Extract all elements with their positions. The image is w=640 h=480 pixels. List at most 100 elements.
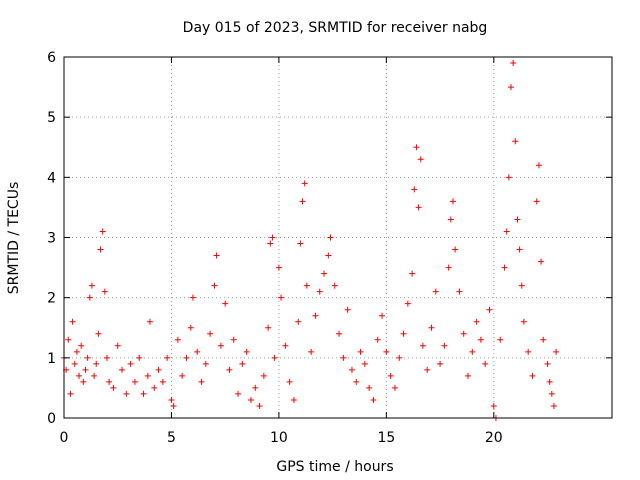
data-point (540, 336, 547, 343)
data-point (170, 402, 177, 409)
data-point (449, 198, 456, 205)
data-point (415, 204, 422, 211)
data-point (76, 372, 83, 379)
data-point (383, 348, 390, 355)
data-point (144, 372, 151, 379)
data-point (404, 300, 411, 307)
y-tick-label: 0 (47, 411, 56, 427)
data-point (179, 372, 186, 379)
data-point (437, 360, 444, 367)
data-point (544, 360, 551, 367)
data-point (65, 336, 72, 343)
data-point (465, 372, 472, 379)
data-point (441, 342, 448, 349)
y-tick-label: 5 (47, 110, 56, 126)
data-point (127, 360, 134, 367)
data-point (247, 396, 254, 403)
data-point (424, 366, 431, 373)
chart-title: Day 015 of 2023, SRMTID for receiver nab… (183, 20, 488, 36)
data-point (505, 174, 512, 181)
data-point (183, 354, 190, 361)
data-point (256, 402, 263, 409)
data-point (308, 348, 315, 355)
data-point (411, 186, 418, 193)
y-tick-label: 1 (47, 351, 56, 367)
data-point (497, 336, 504, 343)
data-point (514, 216, 521, 223)
data-point (553, 348, 560, 355)
y-tick-label: 3 (47, 231, 56, 247)
ticks-layer (63, 56, 612, 419)
data-point (78, 342, 85, 349)
data-point (93, 360, 100, 367)
data-point (187, 324, 194, 331)
data-point (67, 390, 74, 397)
y-tick-labels: 0 1 2 3 4 5 6 (47, 50, 56, 427)
data-point (168, 396, 175, 403)
data-point (344, 306, 351, 313)
data-point (518, 282, 525, 289)
data-point (366, 384, 373, 391)
data-point (460, 330, 467, 337)
data-point (482, 360, 489, 367)
grid-layer (64, 57, 612, 418)
plot-frame (63, 56, 613, 419)
data-point (456, 288, 463, 295)
data-point (301, 180, 308, 187)
data-point (114, 342, 121, 349)
data-point (336, 330, 343, 337)
data-point (321, 270, 328, 277)
data-point (535, 162, 542, 169)
data-point (312, 312, 319, 319)
data-point (80, 378, 87, 385)
data-point (538, 258, 545, 265)
data-point (447, 216, 454, 223)
data-point (327, 234, 334, 241)
data-point (387, 372, 394, 379)
y-axis-label: SRMTID / TECUs (6, 182, 22, 295)
y-tick-label: 2 (47, 291, 56, 307)
data-point (271, 354, 278, 361)
data-point (86, 294, 93, 301)
data-point (325, 252, 332, 259)
data-point (189, 294, 196, 301)
data-point (297, 240, 304, 247)
data-point (413, 144, 420, 151)
data-point (217, 342, 224, 349)
data-point (550, 402, 557, 409)
data-point (99, 228, 106, 235)
data-point (512, 138, 519, 145)
data-point (533, 198, 540, 205)
data-point (226, 366, 233, 373)
data-point (331, 282, 338, 289)
data-point (202, 360, 209, 367)
data-point (278, 294, 285, 301)
data-point (239, 360, 246, 367)
x-tick-label: 10 (270, 430, 288, 446)
data-point (445, 264, 452, 271)
data-point (140, 390, 147, 397)
data-point (391, 384, 398, 391)
x-tick-label: 20 (485, 430, 503, 446)
data-point (151, 384, 158, 391)
data-point (88, 282, 95, 289)
data-point (235, 390, 242, 397)
data-point (428, 324, 435, 331)
data-point (159, 378, 166, 385)
data-point (290, 396, 297, 403)
data-point (91, 372, 98, 379)
data-point (103, 354, 110, 361)
data-point (282, 342, 289, 349)
data-point (73, 348, 80, 355)
data-point (432, 288, 439, 295)
data-point (136, 354, 143, 361)
data-point (348, 366, 355, 373)
data-point (146, 318, 153, 325)
data-point (131, 378, 138, 385)
data-point (353, 378, 360, 385)
data-point (357, 348, 364, 355)
data-point (106, 378, 113, 385)
data-point (174, 336, 181, 343)
data-point (419, 342, 426, 349)
